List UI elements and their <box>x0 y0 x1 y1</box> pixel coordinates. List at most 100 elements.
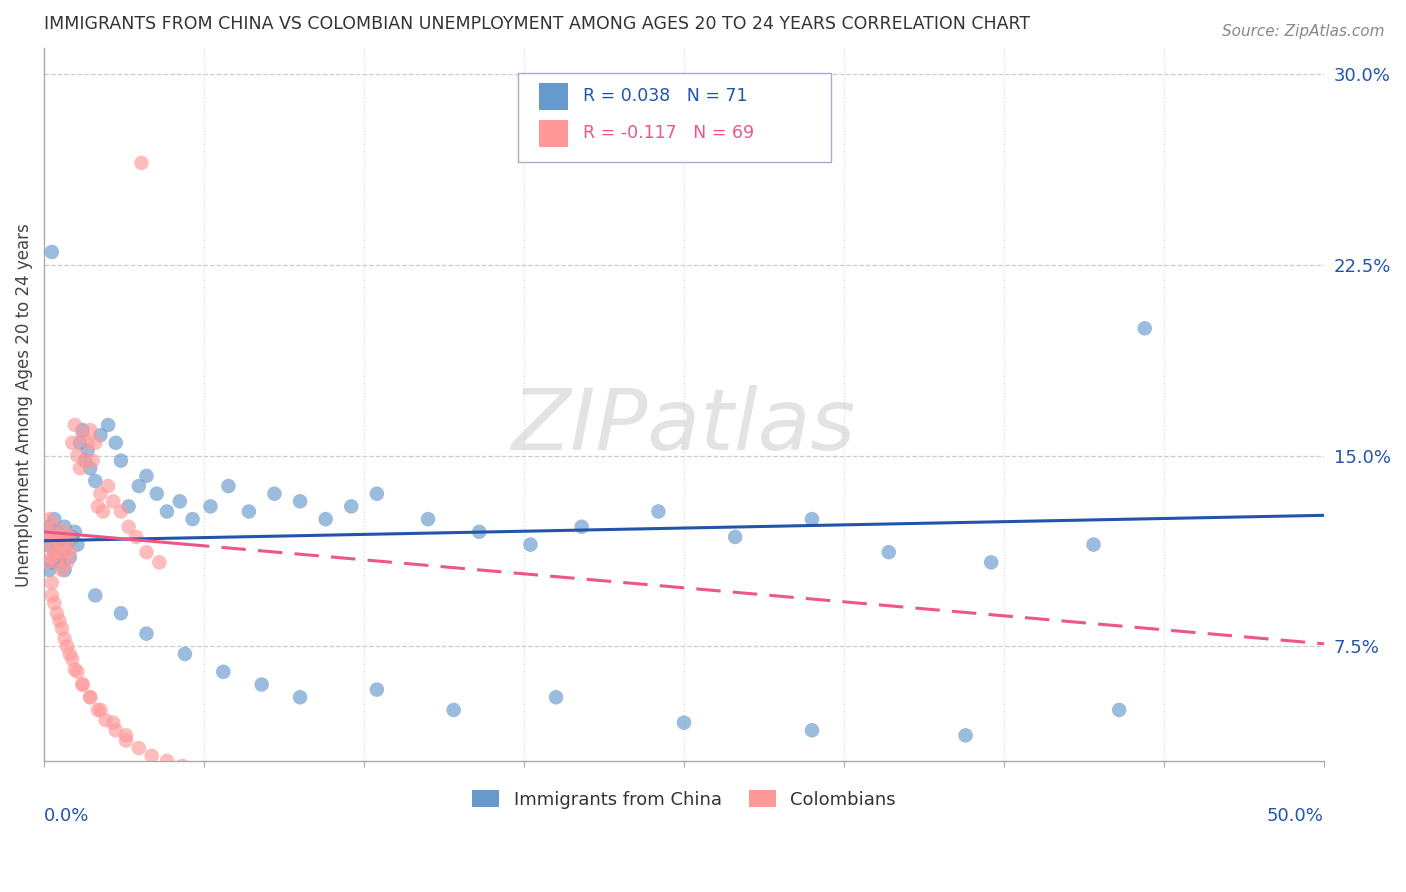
Point <box>72 428 94 442</box>
Point <box>115 728 138 742</box>
Point <box>56 555 79 569</box>
Point <box>801 512 824 526</box>
Point <box>51 563 73 577</box>
Point <box>84 589 107 603</box>
Point <box>75 453 97 467</box>
Point <box>48 555 70 569</box>
Point <box>724 530 747 544</box>
Point <box>103 494 125 508</box>
Point <box>60 435 83 450</box>
Point <box>44 596 66 610</box>
Point <box>38 520 60 534</box>
Point <box>51 530 73 544</box>
Point <box>169 494 191 508</box>
Point <box>315 512 337 526</box>
Point <box>69 435 91 450</box>
Point <box>76 443 98 458</box>
Point <box>128 741 150 756</box>
Point <box>801 723 824 738</box>
Point <box>173 647 195 661</box>
Point <box>59 647 82 661</box>
Point <box>35 538 58 552</box>
Point <box>117 520 139 534</box>
Point <box>1133 321 1156 335</box>
Text: R = 0.038   N = 71: R = 0.038 N = 71 <box>583 87 748 105</box>
Point <box>104 723 127 738</box>
Point <box>647 504 669 518</box>
Point <box>45 550 67 565</box>
Point <box>41 244 63 259</box>
Point <box>544 690 567 705</box>
Text: ZIPatlas: ZIPatlas <box>512 384 856 467</box>
Text: 50.0%: 50.0% <box>1267 807 1324 825</box>
Point <box>53 520 76 534</box>
Point <box>51 622 73 636</box>
Point <box>44 545 66 559</box>
Point <box>125 530 148 544</box>
Point <box>980 555 1002 569</box>
Point <box>128 479 150 493</box>
Point <box>148 555 170 569</box>
Point <box>104 435 127 450</box>
Point <box>94 713 117 727</box>
Point <box>63 417 86 432</box>
Point <box>443 703 465 717</box>
Point <box>44 545 66 559</box>
Point <box>72 677 94 691</box>
Point <box>44 520 66 534</box>
Point <box>56 538 79 552</box>
Point <box>51 530 73 544</box>
Point <box>53 563 76 577</box>
Point <box>45 555 67 569</box>
Point <box>75 453 97 467</box>
FancyBboxPatch shape <box>540 120 568 146</box>
Point <box>56 640 79 654</box>
Point <box>72 677 94 691</box>
Point <box>571 520 593 534</box>
Point <box>188 766 211 780</box>
Point <box>110 607 132 621</box>
Point <box>45 607 67 621</box>
Point <box>877 545 900 559</box>
Point <box>41 550 63 565</box>
Point <box>200 500 222 514</box>
Legend: Immigrants from China, Colombians: Immigrants from China, Colombians <box>465 783 903 816</box>
Point <box>53 545 76 559</box>
Point <box>135 468 157 483</box>
Point <box>103 715 125 730</box>
Point <box>41 575 63 590</box>
Point <box>145 486 167 500</box>
Point <box>89 703 111 717</box>
Point <box>117 500 139 514</box>
FancyBboxPatch shape <box>540 83 568 110</box>
Point <box>41 530 63 544</box>
Point <box>87 703 110 717</box>
Point <box>135 626 157 640</box>
Point <box>45 524 67 539</box>
Point <box>45 530 67 544</box>
Point <box>468 524 491 539</box>
Point <box>91 504 114 518</box>
Point <box>1083 538 1105 552</box>
Point <box>59 530 82 544</box>
Point <box>48 538 70 552</box>
Point <box>53 632 76 646</box>
Point <box>82 453 104 467</box>
Point <box>366 486 388 500</box>
Text: IMMIGRANTS FROM CHINA VS COLOMBIAN UNEMPLOYMENT AMONG AGES 20 TO 24 YEARS CORREL: IMMIGRANTS FROM CHINA VS COLOMBIAN UNEMP… <box>44 15 1031 33</box>
Point <box>66 449 89 463</box>
Point <box>172 759 194 773</box>
Point <box>1108 703 1130 717</box>
Point <box>41 555 63 569</box>
Point <box>97 479 120 493</box>
Point <box>35 524 58 539</box>
Point <box>672 715 695 730</box>
Point <box>156 754 179 768</box>
Point <box>288 494 311 508</box>
Point <box>44 512 66 526</box>
Point <box>416 512 439 526</box>
FancyBboxPatch shape <box>517 73 831 162</box>
Point <box>48 545 70 559</box>
Point <box>59 550 82 565</box>
Point <box>60 530 83 544</box>
